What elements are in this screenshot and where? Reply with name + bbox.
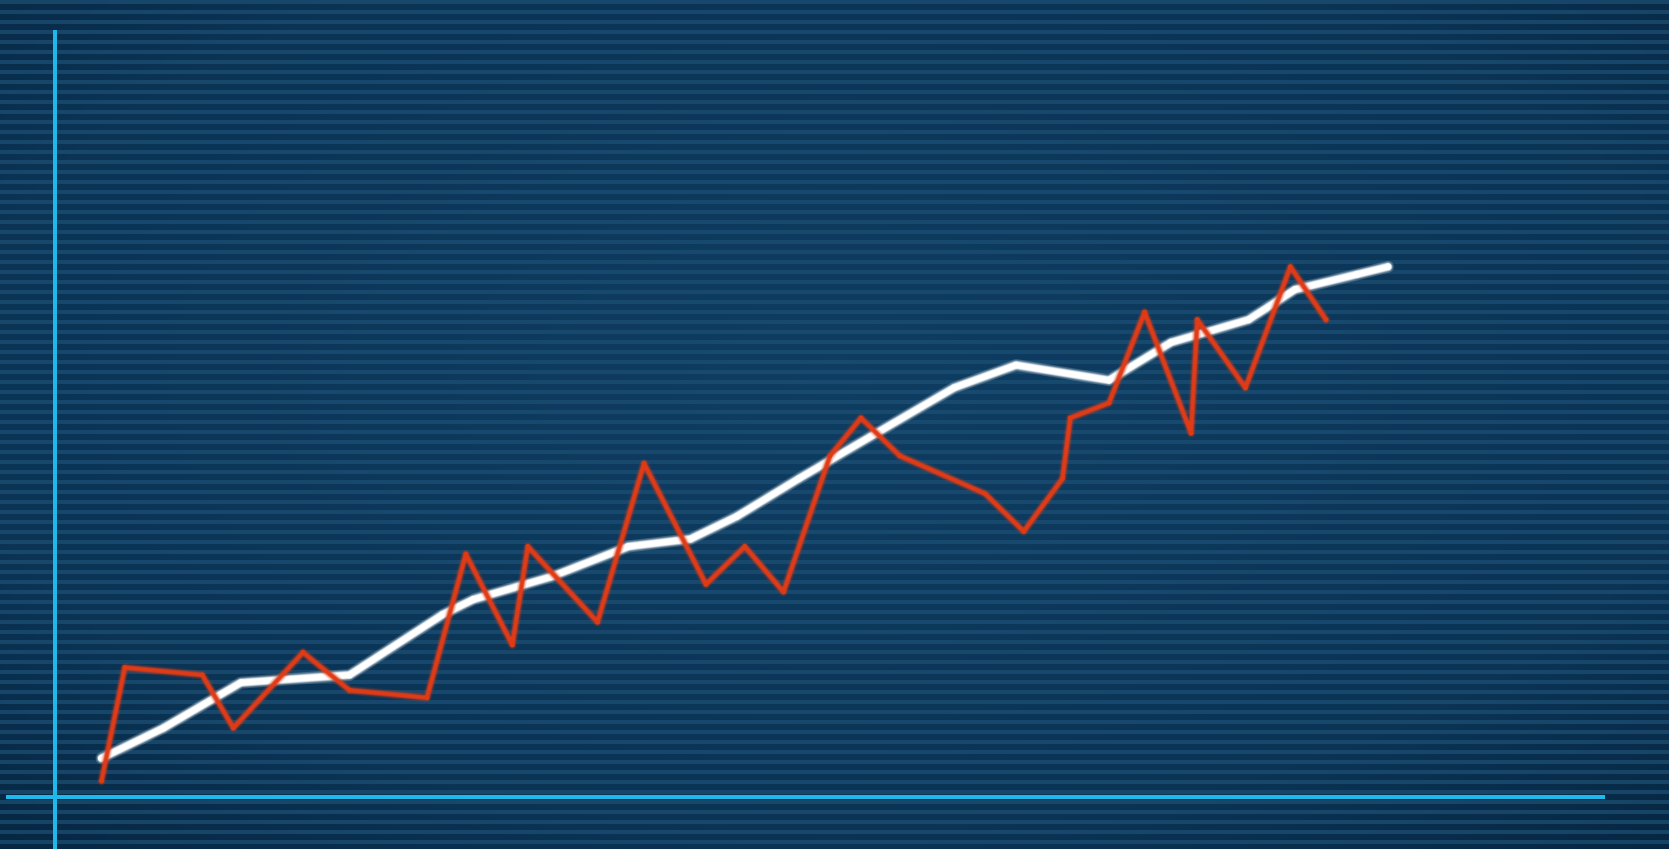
- series-2-point-19: [982, 491, 988, 497]
- series-2-point-5: [300, 649, 306, 655]
- series-2-point-21: [1060, 476, 1065, 481]
- series-2-point-26: [1194, 317, 1200, 323]
- series-2-point-7: [424, 695, 430, 701]
- series-1-point-3: [237, 679, 245, 687]
- series-2-point-12: [641, 460, 647, 466]
- series-1-point-18: [1291, 286, 1299, 293]
- series-2-point-25: [1188, 430, 1194, 436]
- series-2-point-14: [742, 544, 748, 549]
- series-1-point-11: [795, 475, 803, 482]
- series-2-point-10: [525, 544, 531, 549]
- series-2-point-29: [1323, 317, 1329, 323]
- series-2-point-2: [122, 665, 128, 670]
- series-2-point-8: [463, 551, 469, 557]
- series-1-point-5: [439, 611, 446, 619]
- series-2-point-17: [858, 415, 864, 421]
- series-1-point-9: [687, 535, 694, 543]
- series-2-point-27: [1242, 385, 1248, 391]
- series-1-point-2: [160, 724, 167, 732]
- series-2-point-4: [230, 725, 236, 731]
- series-2-point-15: [781, 589, 786, 595]
- series-2-point-3: [199, 672, 205, 678]
- series-1-point-6: [470, 595, 477, 603]
- series-1-point-13: [950, 384, 958, 392]
- series-1-point-1: [98, 754, 105, 762]
- series-2-point-24: [1142, 309, 1148, 315]
- series-2-point-16: [827, 453, 833, 459]
- series-2-point-13: [703, 581, 709, 587]
- series-2-point-9: [509, 642, 515, 648]
- series-2-point-6: [347, 687, 352, 693]
- series-2-point-11: [595, 619, 600, 625]
- series-1-point-10: [733, 512, 741, 520]
- series-1-point-16: [1167, 338, 1175, 346]
- series-2-point-22: [1067, 415, 1073, 421]
- series-1-point-8: [625, 543, 632, 550]
- series-1-point-14: [1012, 361, 1020, 369]
- series-1-point-15: [1105, 376, 1113, 384]
- series-2-point-28: [1287, 264, 1293, 270]
- series-2-point-18: [897, 453, 903, 459]
- series-1-point-17: [1245, 316, 1252, 324]
- series-2-point-20: [1021, 528, 1027, 534]
- series-1-point-19: [1353, 270, 1361, 278]
- series-2-point-1: [99, 778, 104, 784]
- series-2-point-23: [1106, 400, 1112, 406]
- series-1-point-20: [1384, 263, 1392, 271]
- series-1-point-4: [346, 671, 353, 679]
- series-1-line: [97, 262, 1392, 763]
